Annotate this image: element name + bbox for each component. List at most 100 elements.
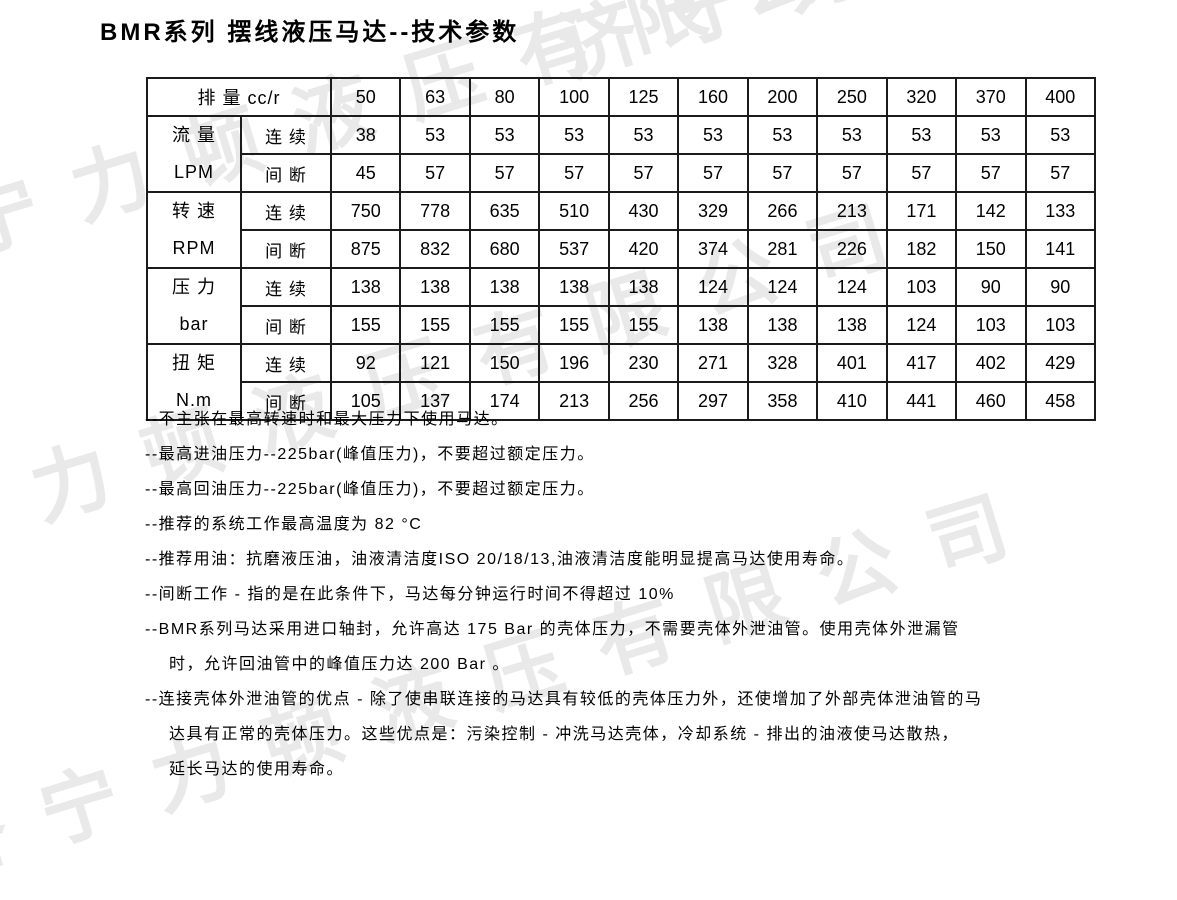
value-cell: 103 bbox=[955, 305, 1027, 345]
value-cell: 124 bbox=[677, 267, 749, 307]
note-line: --推荐用油：抗磨液压油，油液清洁度ISO 20/18/13,油液清洁度能明显提… bbox=[145, 551, 855, 568]
value-cell: 90 bbox=[1024, 267, 1097, 307]
value-cell: 92 bbox=[329, 343, 402, 383]
value-cell: 420 bbox=[607, 229, 680, 269]
table-row: 扭 矩 N.m 连 续 92 121 150 196 230 271 328 401 417 402 42… bbox=[146, 343, 1097, 421]
value-cell: 57 bbox=[746, 153, 819, 193]
value-cell: 57 bbox=[816, 153, 888, 193]
value-cell: 171 bbox=[885, 191, 958, 231]
value-cell: 138 bbox=[746, 305, 819, 345]
value-cell: 635 bbox=[468, 191, 541, 231]
value-cell: 875 bbox=[329, 229, 402, 269]
value-cell: 138 bbox=[538, 267, 610, 307]
value-cell: 57 bbox=[677, 153, 749, 193]
mode-cell: 间 断 bbox=[240, 153, 332, 193]
value-cell: 329 bbox=[677, 191, 749, 231]
value-cell: 417 bbox=[885, 343, 958, 383]
table-header-row: 排 量 cc/r 50 63 80 100 125 160 200 250 320 370 400 bbox=[146, 77, 1097, 117]
table-row: 间 断 45 57 57 57 57 57 57 57 57 57 57 bbox=[147, 153, 1097, 193]
value-cell: 230 bbox=[607, 343, 680, 383]
group-name: 转 速 bbox=[171, 201, 216, 221]
value-cell: 57 bbox=[607, 153, 680, 193]
value-cell: 460 bbox=[955, 381, 1027, 421]
table-row: 间 断 875 832 680 537 420 374 281 226 182 150 141 bbox=[147, 229, 1097, 269]
value-cell: 256 bbox=[607, 381, 680, 421]
note-line: --推荐的系统工作最高温度为 82 °C bbox=[145, 516, 423, 533]
value-cell: 53 bbox=[1024, 115, 1097, 155]
row-group-label: 转 速 RPM bbox=[146, 191, 242, 269]
value-cell: 410 bbox=[816, 381, 888, 421]
value-cell: 53 bbox=[607, 115, 680, 155]
group-unit: N.m bbox=[176, 390, 212, 410]
displacement-value-cell: 160 bbox=[677, 77, 749, 117]
page-title: BMR系列 摆线液压马达--技术参数 bbox=[100, 19, 520, 46]
value-cell: 124 bbox=[816, 267, 888, 307]
value-cell: 150 bbox=[955, 229, 1027, 269]
value-cell: 213 bbox=[538, 381, 610, 421]
row-group-label: 扭 矩 N.m bbox=[146, 343, 242, 421]
value-cell: 124 bbox=[746, 267, 819, 307]
displacement-value-cell: 80 bbox=[468, 77, 541, 117]
value-cell: 57 bbox=[885, 153, 958, 193]
value-cell: 429 bbox=[1024, 343, 1097, 383]
displacement-value-cell: 125 bbox=[607, 77, 680, 117]
technical-parameters-table: 排 量 cc/r 50 63 80 100 125 160 200 250 320 370 400 流 … bbox=[146, 77, 1097, 421]
note-line: --连接壳体外泄油管的优点 - 除了使串联连接的马达具有较低的壳体压力外，还使增… bbox=[145, 691, 983, 708]
note-line: --最高进油压力--225bar(峰值压力)，不要超过额定压力。 bbox=[145, 446, 595, 463]
value-cell: 53 bbox=[816, 115, 888, 155]
value-cell: 138 bbox=[816, 305, 888, 345]
value-cell: 133 bbox=[1024, 191, 1097, 231]
value-cell: 38 bbox=[329, 115, 402, 155]
value-cell: 53 bbox=[538, 115, 610, 155]
mode-cell: 连 续 bbox=[240, 191, 332, 231]
group-unit: RPM bbox=[172, 238, 216, 258]
value-cell: 174 bbox=[468, 381, 541, 421]
group-name: 扭 矩 bbox=[171, 353, 216, 373]
displacement-value-cell: 400 bbox=[1024, 77, 1097, 117]
value-cell: 155 bbox=[468, 305, 541, 345]
note-line: --最高回油压力--225bar(峰值压力)，不要超过额定压力。 bbox=[145, 481, 595, 498]
row-group-label: 压 力 bar bbox=[146, 267, 242, 345]
value-cell: 510 bbox=[538, 191, 610, 231]
group-unit: bar bbox=[179, 314, 209, 334]
group-name: 压 力 bbox=[171, 277, 216, 297]
displacement-value-cell: 100 bbox=[538, 77, 610, 117]
table-row: 间 断 105 137 174 213 256 297 358 410 441 460 458 bbox=[147, 381, 1097, 421]
value-cell: 430 bbox=[607, 191, 680, 231]
displacement-value-cell: 200 bbox=[746, 77, 819, 117]
value-cell: 402 bbox=[955, 343, 1027, 383]
row-group-label: 流 量 LPM bbox=[146, 115, 242, 193]
value-cell: 458 bbox=[1024, 381, 1097, 421]
value-cell: 441 bbox=[885, 381, 958, 421]
value-cell: 537 bbox=[538, 229, 610, 269]
table-row: 转 速 RPM 连 续 750 778 635 510 430 329 266 213 171 142 1… bbox=[146, 191, 1097, 269]
value-cell: 401 bbox=[816, 343, 888, 383]
value-cell: 155 bbox=[538, 305, 610, 345]
value-cell: 328 bbox=[746, 343, 819, 383]
mode-cell: 连 续 bbox=[240, 115, 332, 155]
value-cell: 138 bbox=[607, 267, 680, 307]
value-cell: 137 bbox=[399, 381, 471, 421]
displacement-value-cell: 250 bbox=[816, 77, 888, 117]
value-cell: 281 bbox=[746, 229, 819, 269]
value-cell: 832 bbox=[399, 229, 471, 269]
mode-cell: 间 断 bbox=[240, 305, 332, 345]
group-unit: LPM bbox=[173, 162, 214, 182]
mode-cell: 连 续 bbox=[240, 267, 332, 307]
note-line: --间断工作 - 指的是在此条件下，马达每分钟运行时间不得超过 10% bbox=[145, 586, 675, 603]
value-cell: 57 bbox=[399, 153, 471, 193]
value-cell: 358 bbox=[746, 381, 819, 421]
value-cell: 778 bbox=[399, 191, 471, 231]
value-cell: 53 bbox=[885, 115, 958, 155]
displacement-value-cell: 63 bbox=[399, 77, 471, 117]
value-cell: 182 bbox=[885, 229, 958, 269]
value-cell: 124 bbox=[885, 305, 958, 345]
value-cell: 226 bbox=[816, 229, 888, 269]
value-cell: 53 bbox=[399, 115, 471, 155]
note-line: 达具有正常的壳体压力。这些优点是：污染控制 - 冲洗马达壳体，冷却系统 - 排出… bbox=[169, 726, 959, 743]
value-cell: 57 bbox=[468, 153, 541, 193]
value-cell: 121 bbox=[399, 343, 471, 383]
value-cell: 57 bbox=[538, 153, 610, 193]
displacement-header-cell: 排 量 cc/r bbox=[146, 77, 332, 117]
value-cell: 155 bbox=[399, 305, 471, 345]
